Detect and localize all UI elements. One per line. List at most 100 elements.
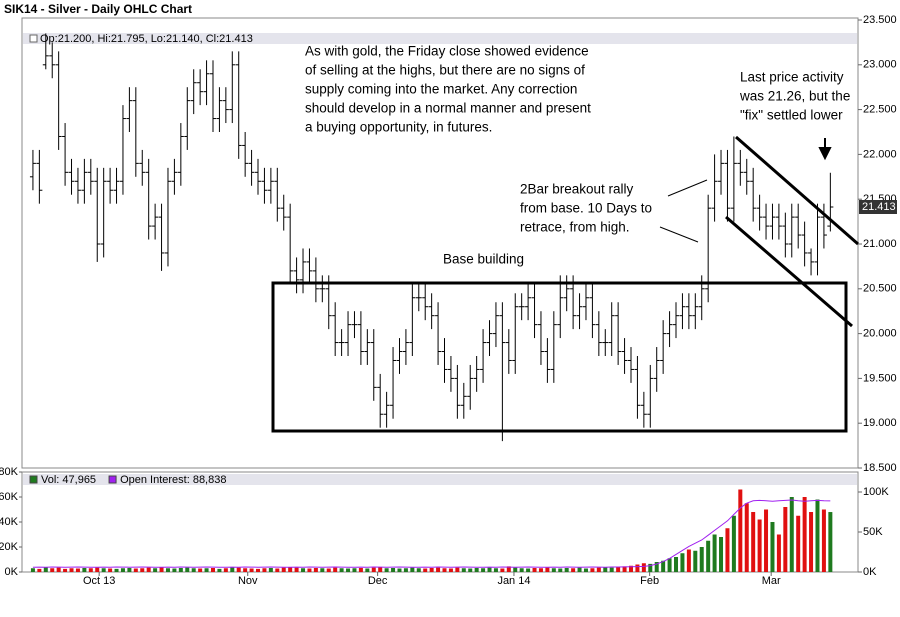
volume-strip — [23, 474, 857, 485]
volume-bar — [596, 567, 601, 572]
volume-bar — [436, 567, 441, 572]
volume-bar — [423, 568, 428, 572]
y2-tick-label: 50K — [863, 526, 883, 538]
volume-bar — [616, 567, 621, 572]
volume-bar — [307, 568, 312, 572]
legend-swatch — [29, 475, 38, 484]
volume-bar — [699, 547, 704, 572]
volume-bar — [506, 566, 511, 572]
volume-bar — [371, 567, 376, 572]
volume-bar — [564, 568, 569, 572]
volume-bar — [191, 568, 196, 572]
volume-bar — [358, 568, 363, 572]
volume-bar — [384, 568, 389, 572]
volume-bar — [210, 568, 215, 572]
volume-bar — [146, 567, 151, 572]
last-price-box — [859, 199, 897, 214]
annotation: a buying opportunity, in futures. — [305, 120, 492, 135]
volume-bar — [326, 568, 331, 572]
volume-bar — [661, 560, 666, 572]
volume-bar — [590, 568, 595, 572]
volume-bar — [789, 497, 794, 572]
x-tick-label: Feb — [640, 575, 659, 587]
volume-bar — [583, 568, 588, 572]
pointer-line — [659, 226, 699, 243]
volume-bar — [43, 567, 48, 572]
volume-bar — [712, 534, 717, 572]
volume-bar — [50, 568, 55, 572]
volume-bar — [30, 568, 35, 572]
y-tick-label: 22.000 — [863, 148, 897, 160]
volume-bar — [403, 568, 408, 572]
volume-bar — [468, 568, 473, 572]
volume-bar — [577, 567, 582, 572]
volume-bar — [256, 568, 261, 572]
trend-line — [725, 215, 853, 328]
volume-bar — [802, 497, 807, 572]
volume-bar — [609, 567, 614, 572]
volume-bar — [519, 568, 524, 572]
annotation: 2Bar breakout rally — [520, 182, 634, 197]
volume-bar — [69, 568, 74, 572]
volume-bar — [442, 568, 447, 572]
volume-bar — [635, 564, 640, 572]
trend-line — [735, 135, 859, 246]
volume-bar — [429, 568, 434, 572]
volume-bar — [230, 567, 235, 572]
volume-bar — [731, 515, 736, 572]
volume-bar — [628, 565, 633, 572]
volume-bar — [487, 567, 492, 572]
volume-bar — [82, 568, 87, 572]
volume-bar — [674, 557, 679, 572]
volume-bar — [654, 562, 659, 572]
volume-bar — [178, 568, 183, 572]
volume-bar — [262, 568, 267, 572]
annotation: Base building — [443, 252, 524, 267]
volume-bar — [268, 568, 273, 572]
volume-bar — [571, 568, 576, 572]
x-tick-label: Jan 14 — [497, 575, 530, 587]
volume-bar — [738, 489, 743, 572]
volume-bar — [513, 567, 518, 572]
annotation: was 21.26, but the — [739, 89, 850, 104]
volume-bar — [686, 549, 691, 572]
volume-bar — [204, 568, 209, 572]
volume-bar — [249, 568, 254, 572]
volume-bar — [815, 499, 820, 572]
volume-bar — [545, 567, 550, 572]
y-tick-label: 19.000 — [863, 417, 897, 429]
volume-bar — [751, 512, 756, 572]
volume-bar — [680, 553, 685, 572]
volume-bar — [365, 568, 370, 572]
volume-bar — [281, 567, 286, 572]
volume-bar — [56, 567, 61, 572]
info-marker — [29, 34, 38, 43]
volume-bar — [313, 568, 318, 572]
y2-tick-label: 100K — [863, 486, 889, 498]
volume-bar — [133, 568, 138, 572]
volume-bar — [410, 567, 415, 572]
volume-bar — [198, 568, 203, 572]
volume-bar — [275, 568, 280, 572]
volume-bar — [757, 519, 762, 572]
y-tick-label: 23.000 — [863, 59, 897, 71]
volume-bar — [352, 568, 357, 572]
volume-bar — [114, 568, 119, 572]
volume-bar — [828, 512, 833, 572]
volume-bar — [320, 568, 325, 572]
info-strip — [23, 33, 857, 44]
volume-bar — [346, 568, 351, 572]
volume-bar — [288, 567, 293, 572]
volume-bar — [294, 567, 299, 572]
volume-bar — [744, 503, 749, 572]
volume-bar — [481, 568, 486, 572]
volume-bar — [538, 568, 543, 572]
y2-tick-label: 0K — [863, 566, 877, 578]
legend-swatch — [108, 475, 117, 484]
y-tick-label: 20.000 — [863, 328, 897, 340]
volume-bar — [622, 566, 627, 572]
volume-bar — [648, 563, 653, 572]
base-box — [271, 281, 848, 433]
volume-bar — [776, 534, 781, 572]
volume-bar — [127, 568, 132, 572]
